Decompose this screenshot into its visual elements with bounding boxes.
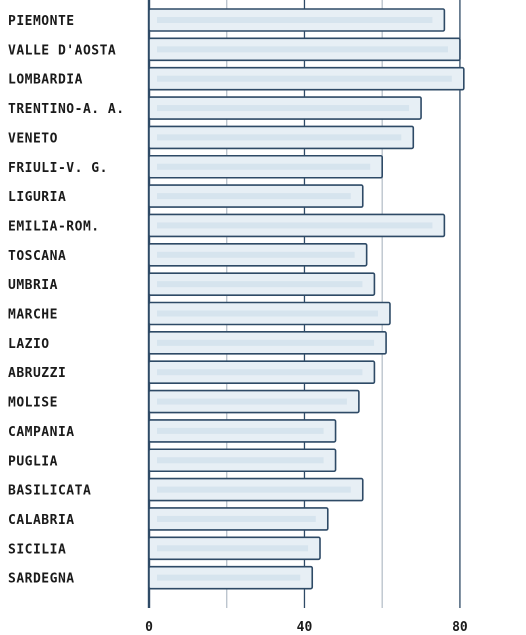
- bars: [148, 8, 465, 590]
- category-label: LAZIO: [8, 337, 50, 352]
- bar-texture: [157, 251, 355, 258]
- category-label: CALABRIA: [8, 513, 75, 528]
- category-label: PIEMONTE: [8, 14, 75, 29]
- category-label: TOSCANA: [8, 249, 66, 264]
- bar-texture: [157, 486, 351, 493]
- category-label: EMILIA-ROM.: [8, 219, 100, 234]
- category-label: TRENTINO-A. A.: [8, 102, 125, 117]
- bar-texture: [157, 515, 316, 522]
- category-label: CAMPANIA: [8, 425, 75, 440]
- category-label: MOLISE: [8, 396, 58, 411]
- category-label: PUGLIA: [8, 454, 58, 469]
- x-tick-label-80: 80: [452, 620, 468, 635]
- bar-texture: [157, 163, 371, 170]
- category-label: SARDEGNA: [8, 572, 75, 587]
- bar-texture: [157, 369, 363, 376]
- bar-texture: [157, 574, 301, 581]
- category-label: MARCHE: [8, 308, 58, 323]
- bar-texture: [157, 427, 324, 434]
- category-label: ABRUZZI: [8, 366, 66, 381]
- x-tick-label-0: 0: [145, 620, 153, 635]
- category-label: BASILICATA: [8, 484, 91, 499]
- category-label: LOMBARDIA: [8, 73, 83, 88]
- bar-texture: [157, 310, 378, 317]
- category-label: FRIULI-V. G.: [8, 161, 108, 176]
- bar-texture: [157, 457, 324, 464]
- bar-texture: [157, 398, 347, 405]
- category-label: LIGURIA: [8, 190, 66, 205]
- bar-texture: [157, 17, 433, 23]
- bar-texture: [157, 46, 448, 53]
- bar-texture: [157, 281, 363, 288]
- x-tick-label-40: 40: [297, 620, 313, 635]
- category-labels: PIEMONTE VALLE D'AOSTA LOMBARDIA TRENTINO-A…: [8, 14, 125, 587]
- category-label: VENETO: [8, 131, 58, 146]
- bar-texture: [157, 134, 402, 141]
- category-label: VALLE D'AOSTA: [8, 43, 116, 58]
- x-axis-ticks: 0 40 80: [145, 620, 468, 635]
- bar-texture: [157, 105, 410, 112]
- bar-texture: [157, 75, 452, 82]
- bar-texture: [157, 193, 351, 200]
- bar-texture: [157, 545, 309, 552]
- bar-texture: [157, 339, 375, 346]
- category-label: SICILIA: [8, 542, 66, 557]
- bar-texture: [157, 222, 433, 229]
- category-label: UMBRIA: [8, 278, 58, 293]
